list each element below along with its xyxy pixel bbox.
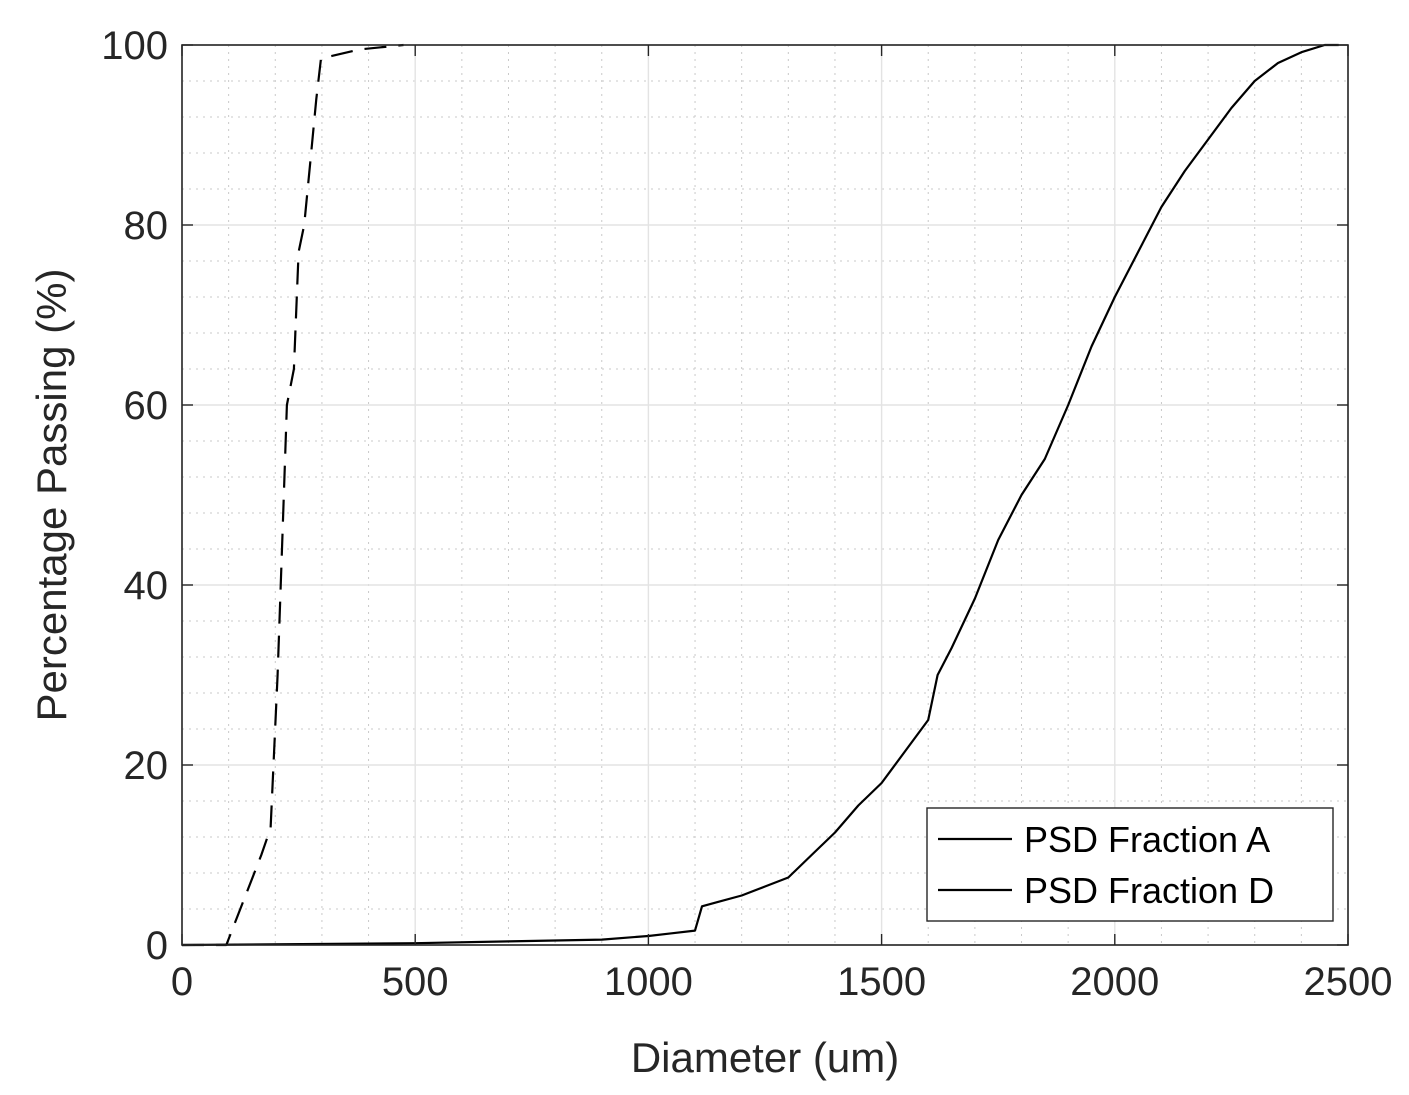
x-tick-label: 500 xyxy=(382,960,449,1004)
series-line-fraction-a xyxy=(182,43,404,947)
y-tick-label: 0 xyxy=(146,924,168,968)
y-tick-label: 40 xyxy=(124,564,169,608)
y-tick-label: 80 xyxy=(124,204,169,248)
x-tick-label: 0 xyxy=(171,960,193,1004)
x-tick-label: 1500 xyxy=(837,960,926,1004)
legend-label-fraction-a: PSD Fraction A xyxy=(1024,819,1270,860)
legend-box xyxy=(926,807,1334,922)
plot-area xyxy=(182,45,1348,945)
ticks xyxy=(181,44,1349,946)
x-tick-labels: 0 500 1000 1500 2000 2500 xyxy=(171,960,1393,1004)
y-axis-label: Percentage Passing (%) xyxy=(28,269,75,722)
series-line-fraction-d xyxy=(181,43,1339,947)
series-group xyxy=(181,43,1339,947)
y-tick-label: 100 xyxy=(101,24,168,68)
x-tick-label: 2000 xyxy=(1070,960,1159,1004)
y-tick-label: 20 xyxy=(124,744,169,788)
plot-frame xyxy=(181,44,1349,946)
x-axis-label: Diameter (um) xyxy=(631,1034,899,1081)
y-tick-labels: 0 20 40 60 80 100 xyxy=(101,24,168,968)
y-tick-label: 60 xyxy=(124,384,169,428)
legend-label-fraction-d: PSD Fraction D xyxy=(1024,870,1274,911)
legend: PSD Fraction A PSD Fraction D xyxy=(926,807,1334,922)
x-tick-label: 1000 xyxy=(604,960,693,1004)
x-tick-label: 2500 xyxy=(1304,960,1393,1004)
